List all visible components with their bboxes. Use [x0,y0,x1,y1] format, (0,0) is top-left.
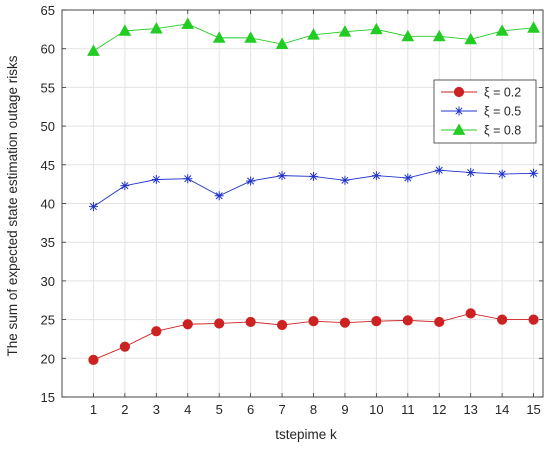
data-point [277,171,287,181]
y-tick-label: 60 [41,42,55,57]
data-point [434,316,445,328]
data-point [183,174,193,184]
legend-marker [452,123,466,135]
data-point [497,169,507,179]
legend-label: ξ = 0.2 [484,86,521,100]
x-tick-label: 3 [153,402,160,417]
data-point [495,24,509,36]
x-tick-label: 11 [401,402,415,417]
data-point [309,171,319,181]
legend: ξ = 0.2 ξ = 0.5 ξ = 0.8 [433,79,537,144]
legend-marker [453,86,465,98]
data-point [151,175,161,185]
y-tick-label: 45 [41,158,55,173]
x-axis-label: tstepime k [275,427,337,442]
x-tick-label: 5 [216,402,223,417]
x-tick-label: 7 [278,402,285,417]
x-tick-label: 15 [526,402,540,417]
data-point [338,25,352,37]
data-point [214,318,225,329]
x-tick-label: 4 [184,402,191,417]
y-tick-label: 65 [41,3,55,18]
legend-marker [454,106,464,116]
data-point [465,308,476,319]
data-point [307,28,320,40]
legend-entry: ξ = 0.8 [441,123,521,138]
data-point [151,326,162,337]
data-point [340,175,350,185]
legend-entry: ξ = 0.5 [441,105,521,119]
x-tick-label: 14 [495,402,509,417]
data-point [244,31,257,43]
axes: 1 2 3 4 5 6 7 8 9 10 11 12 13 14 151520253035404550556… [41,3,544,417]
plot-border [61,9,544,398]
data-point [466,168,476,178]
data-point [275,37,289,49]
data-point [401,29,415,42]
data-point [370,22,383,35]
legend-entry: ξ = 0.2 [441,86,521,100]
y-tick-label: 15 [41,390,55,405]
y-tick-label: 25 [41,313,55,328]
series-2 [87,17,540,56]
data-point [464,32,478,45]
x-tick-label: 9 [341,402,348,417]
x-tick-label: 2 [121,402,128,417]
series-0 [88,308,539,365]
legend-label: ξ = 0.5 [484,105,521,119]
data-point [432,29,446,42]
y-tick-label: 35 [41,235,55,250]
data-point [497,314,508,325]
data-point [529,168,539,178]
x-tick-label: 6 [247,402,254,417]
data-point [527,21,540,33]
data-point [182,319,193,330]
data-point [528,314,539,325]
data-point [181,17,195,29]
y-tick-label: 20 [41,351,55,366]
y-tick-label: 55 [41,80,55,95]
grid [62,9,543,398]
x-tick-label: 12 [432,402,446,417]
data-point [276,319,288,331]
x-tick-label: 8 [310,402,317,417]
x-tick-label: 10 [369,402,383,417]
data-point [339,317,351,328]
data-point [120,181,130,191]
y-axis-label: The sum of expected state estimation out… [5,55,20,356]
x-tick-label: 13 [463,402,477,417]
y-tick-label: 50 [41,119,55,134]
data-point [371,316,382,327]
data-point [308,316,319,327]
data-point [434,165,444,175]
data-point [212,31,226,43]
series-1 [88,165,539,212]
y-tick-label: 30 [41,274,55,289]
y-tick-label: 40 [41,197,55,212]
data-point [119,341,130,352]
data-point [402,315,413,326]
data-point [214,191,224,201]
data-point [88,354,99,365]
data-point [88,202,98,212]
data-point [149,22,163,34]
data-point [87,44,100,56]
data-point [118,24,132,36]
data-point [245,316,256,328]
legend-label: ξ = 0.8 [484,124,521,138]
data-point [403,173,413,183]
x-tick-label: 1 [90,402,97,417]
series-layer [87,17,540,365]
data-point [371,171,381,181]
data-point [246,176,256,186]
